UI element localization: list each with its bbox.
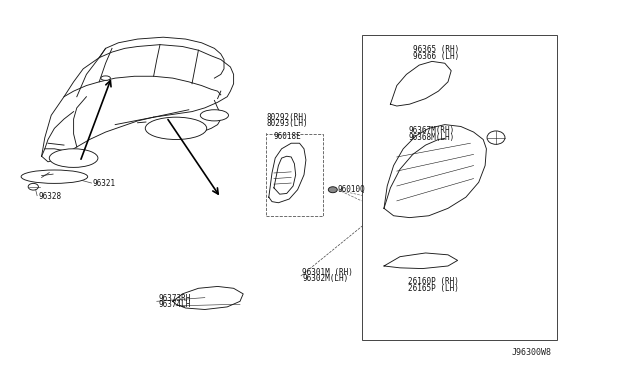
Text: 96301M (RH): 96301M (RH) — [302, 268, 353, 277]
Bar — [266, 134, 323, 216]
Text: 96374LH: 96374LH — [158, 300, 191, 309]
Text: 96367M(RH): 96367M(RH) — [408, 126, 454, 135]
Ellipse shape — [487, 131, 505, 144]
Text: 26160P (RH): 26160P (RH) — [408, 278, 459, 286]
Text: 96010Q: 96010Q — [337, 185, 365, 194]
Text: 96368M(LH): 96368M(LH) — [408, 133, 454, 142]
Ellipse shape — [145, 117, 207, 140]
Ellipse shape — [28, 183, 38, 190]
Ellipse shape — [101, 76, 111, 80]
Ellipse shape — [328, 187, 337, 193]
Ellipse shape — [21, 170, 88, 183]
Text: 96373RH: 96373RH — [158, 294, 191, 303]
Bar — [362, 35, 557, 340]
Text: 96321: 96321 — [93, 179, 116, 188]
Text: 80292(RH): 80292(RH) — [266, 113, 308, 122]
Text: 96302M(LH): 96302M(LH) — [302, 275, 348, 283]
Text: 80293(LH): 80293(LH) — [266, 119, 308, 128]
Text: 96366 (LH): 96366 (LH) — [413, 52, 459, 61]
Text: J96300W8: J96300W8 — [512, 348, 552, 357]
Ellipse shape — [200, 110, 228, 121]
Text: 96365 (RH): 96365 (RH) — [413, 45, 459, 54]
Text: 96328: 96328 — [38, 192, 61, 201]
Text: 96018E: 96018E — [274, 132, 301, 141]
Text: 26165P (LH): 26165P (LH) — [408, 284, 459, 293]
Ellipse shape — [49, 149, 98, 167]
